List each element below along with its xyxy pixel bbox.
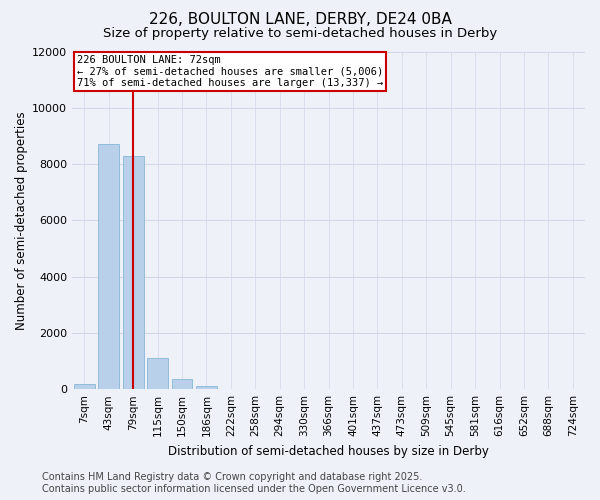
Bar	[123, 156, 143, 389]
Text: Size of property relative to semi-detached houses in Derby: Size of property relative to semi-detach…	[103, 28, 497, 40]
Text: 226 BOULTON LANE: 72sqm
← 27% of semi-detached houses are smaller (5,006)
71% of: 226 BOULTON LANE: 72sqm ← 27% of semi-de…	[77, 55, 383, 88]
Text: Contains HM Land Registry data © Crown copyright and database right 2025.
Contai: Contains HM Land Registry data © Crown c…	[42, 472, 466, 494]
Bar	[74, 384, 95, 389]
Bar	[147, 358, 168, 389]
Y-axis label: Number of semi-detached properties: Number of semi-detached properties	[15, 111, 28, 330]
X-axis label: Distribution of semi-detached houses by size in Derby: Distribution of semi-detached houses by …	[168, 444, 489, 458]
Bar	[196, 386, 217, 389]
Bar	[221, 388, 241, 389]
Text: 226, BOULTON LANE, DERBY, DE24 0BA: 226, BOULTON LANE, DERBY, DE24 0BA	[149, 12, 451, 26]
Bar	[172, 380, 193, 389]
Bar	[98, 144, 119, 389]
